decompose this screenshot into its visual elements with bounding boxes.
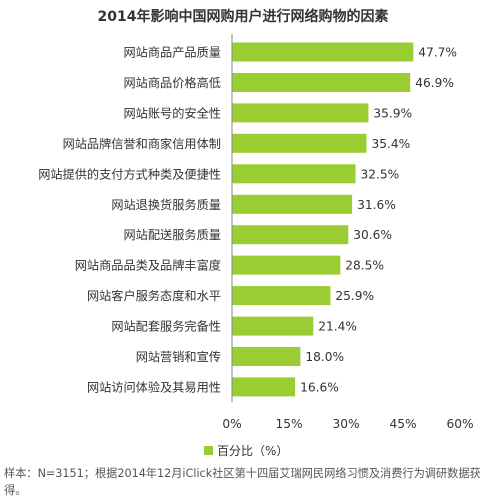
category-label: 网站品牌信誉和商家信用体制 bbox=[63, 136, 221, 151]
x-tick-label: 0% bbox=[222, 417, 241, 431]
x-tick-label: 45% bbox=[389, 417, 416, 431]
category-label: 网站商品产品质量 bbox=[124, 45, 222, 60]
chart-title: 2014年影响中国网购用户进行网络购物的因素 bbox=[97, 9, 389, 25]
value-label: 46.9% bbox=[415, 76, 454, 90]
x-tick-label: 60% bbox=[446, 417, 473, 431]
bar bbox=[232, 133, 367, 153]
bar bbox=[232, 194, 353, 214]
value-label: 30.6% bbox=[353, 228, 392, 242]
category-label: 网站配套服务完备性 bbox=[111, 319, 221, 334]
bar bbox=[232, 377, 296, 397]
value-label: 16.6% bbox=[300, 380, 339, 394]
value-label: 35.4% bbox=[372, 137, 411, 151]
bar bbox=[232, 286, 331, 306]
legend-label: 百分比（%） bbox=[217, 444, 289, 458]
category-label: 网站商品品类及品牌丰富度 bbox=[75, 258, 221, 273]
value-label: 21.4% bbox=[318, 320, 357, 334]
legend: 百分比（%） bbox=[204, 442, 288, 459]
category-label: 网站商品价格高低 bbox=[124, 75, 222, 90]
value-label: 28.5% bbox=[345, 259, 384, 273]
bar bbox=[232, 255, 341, 275]
value-label: 47.7% bbox=[418, 46, 457, 60]
bar bbox=[232, 164, 356, 184]
value-label: 31.6% bbox=[357, 198, 396, 212]
legend-swatch bbox=[204, 446, 213, 455]
bar bbox=[232, 347, 301, 366]
category-label: 网站退换货服务质量 bbox=[111, 197, 221, 212]
category-label: 网站提供的支付方式种类及便捷性 bbox=[38, 166, 221, 181]
bar bbox=[232, 316, 314, 336]
category-label: 网站营销和宣传 bbox=[136, 349, 221, 364]
category-label: 网站配送服务质量 bbox=[124, 227, 222, 242]
source-note: 样本：N=3151；根据2014年12月iClick社区第十四届艾瑞网民网络习惯… bbox=[4, 467, 481, 497]
x-tick-label: 15% bbox=[275, 417, 302, 431]
category-label: 网站账号的安全性 bbox=[124, 105, 222, 120]
bar bbox=[232, 73, 411, 92]
bar bbox=[232, 42, 414, 62]
category-label: 网站客户服务态度和水平 bbox=[87, 288, 221, 303]
value-label: 35.9% bbox=[373, 106, 412, 120]
value-label: 18.0% bbox=[305, 350, 344, 364]
value-label: 32.5% bbox=[361, 167, 400, 181]
bar bbox=[232, 225, 349, 245]
bar bbox=[232, 103, 369, 123]
x-tick-label: 30% bbox=[332, 417, 359, 431]
category-label: 网站访问体验及其易用性 bbox=[87, 379, 221, 394]
value-label: 25.9% bbox=[335, 289, 374, 303]
